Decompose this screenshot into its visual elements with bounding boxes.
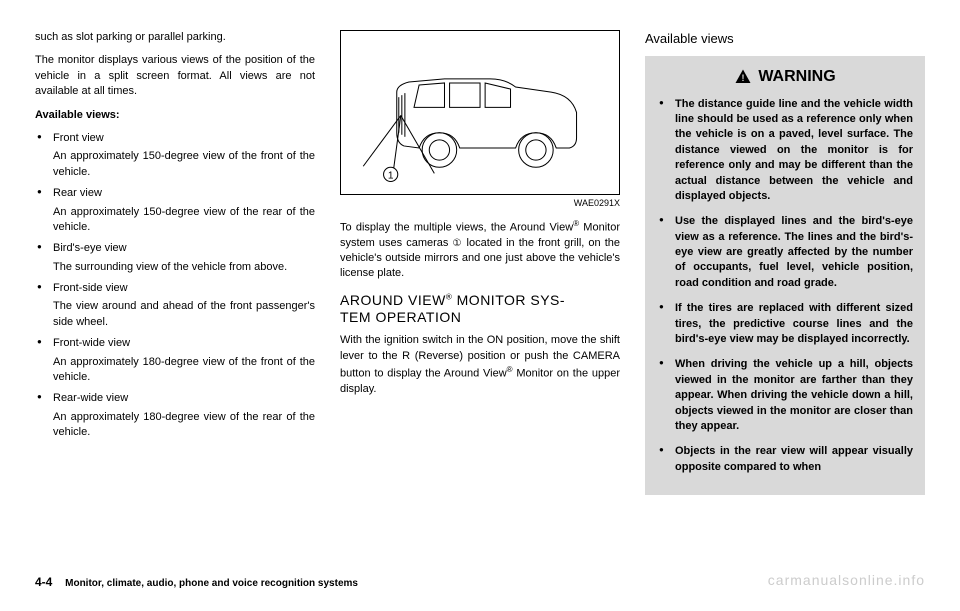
view-name: Front-wide view bbox=[53, 336, 315, 351]
para-intro-continue: such as slot parking or parallel parking… bbox=[35, 30, 315, 45]
list-item: Rear view An approximately 150-degree vi… bbox=[35, 186, 315, 235]
warning-item: Use the displayed lines and the bird's-e… bbox=[657, 214, 913, 291]
vehicle-svg: 1 bbox=[348, 35, 612, 190]
page-footer: 4-4 Monitor, climate, audio, phone and v… bbox=[35, 571, 925, 591]
view-name: Front view bbox=[53, 131, 315, 146]
warning-item: When driving the vehicle up a hill, obje… bbox=[657, 357, 913, 434]
subsection-heading: Available views bbox=[645, 30, 925, 48]
figure-vehicle-diagram: 1 bbox=[340, 30, 620, 195]
view-desc: The view around and ahead of the front p… bbox=[53, 299, 315, 330]
callout-number: ① bbox=[452, 238, 462, 249]
warning-icon: ! bbox=[734, 68, 752, 86]
footer-left: 4-4 Monitor, climate, audio, phone and v… bbox=[35, 574, 358, 591]
column-3: Available views ! WARNING The distance g… bbox=[645, 30, 925, 550]
list-item: Rear-wide view An approximately 180-degr… bbox=[35, 391, 315, 440]
para-monitor-displays: The monitor displays various views of th… bbox=[35, 53, 315, 99]
svg-text:!: ! bbox=[742, 73, 745, 83]
views-list: Front view An approximately 150-degree v… bbox=[35, 131, 315, 441]
column-2: 1 WAE0291X To display the multiple views… bbox=[340, 30, 620, 550]
view-name: Rear-wide view bbox=[53, 391, 315, 406]
page-content: such as slot parking or parallel parking… bbox=[35, 30, 925, 550]
view-desc: An approximately 180-degree view of the … bbox=[53, 410, 315, 441]
figure-caption: WAE0291X bbox=[340, 197, 620, 210]
warning-title: ! WARNING bbox=[657, 66, 913, 88]
watermark: carmanualsonline.info bbox=[768, 571, 925, 591]
view-desc: An approximately 150-degree view of the … bbox=[53, 149, 315, 180]
view-desc: An approximately 180-degree view of the … bbox=[53, 355, 315, 386]
available-views-label: Available views: bbox=[35, 108, 315, 123]
list-item: Front-wide view An approximately 180-deg… bbox=[35, 336, 315, 385]
view-name: Front-side view bbox=[53, 281, 315, 296]
footer-section-title: Monitor, climate, audio, phone and voice… bbox=[65, 578, 358, 589]
warning-list: The distance guide line and the vehicle … bbox=[657, 97, 913, 476]
view-desc: The surrounding view of the vehicle from… bbox=[53, 260, 315, 275]
column-1: such as slot parking or parallel parking… bbox=[35, 30, 315, 550]
para-operation: With the ignition switch in the ON posit… bbox=[340, 333, 620, 397]
page-number: 4-4 bbox=[35, 575, 52, 589]
warning-item: The distance guide line and the vehicle … bbox=[657, 97, 913, 205]
warning-item: Objects in the rear view will appear vis… bbox=[657, 444, 913, 475]
warning-box: ! WARNING The distance guide line and th… bbox=[645, 56, 925, 495]
view-name: Rear view bbox=[53, 186, 315, 201]
view-desc: An approximately 150-degree view of the … bbox=[53, 205, 315, 236]
list-item: Front-side view The view around and ahea… bbox=[35, 281, 315, 330]
svg-text:1: 1 bbox=[388, 171, 394, 182]
section-heading-operation: AROUND VIEW® MONITOR SYS-TEM OPERATION bbox=[340, 292, 620, 326]
para-camera-location: To display the multiple views, the Aroun… bbox=[340, 218, 620, 282]
warning-label: WARNING bbox=[758, 66, 835, 88]
view-name: Bird's-eye view bbox=[53, 241, 315, 256]
list-item: Front view An approximately 150-degree v… bbox=[35, 131, 315, 180]
list-item: Bird's-eye view The surrounding view of … bbox=[35, 241, 315, 275]
warning-item: If the tires are replaced with different… bbox=[657, 301, 913, 347]
